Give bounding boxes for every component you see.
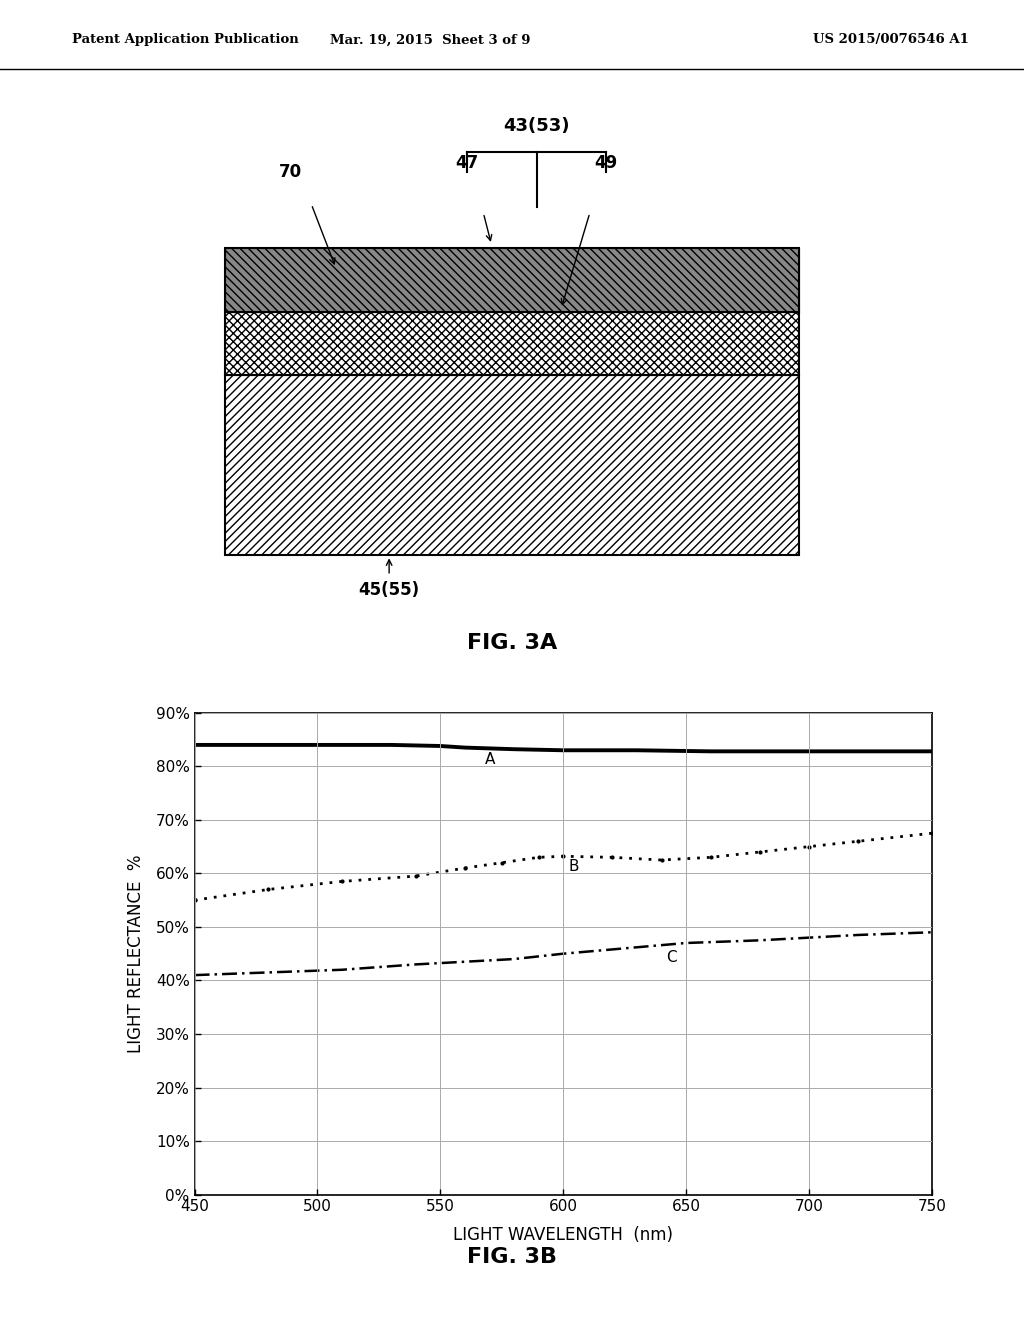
Polygon shape [225,248,799,312]
Text: 49: 49 [595,154,617,173]
Text: 45(55): 45(55) [358,581,420,599]
Text: C: C [667,949,677,965]
Y-axis label: LIGHT REFLECTANCE  %: LIGHT REFLECTANCE % [127,854,144,1053]
Polygon shape [225,375,799,556]
Text: FIG. 3B: FIG. 3B [467,1246,557,1267]
Text: 43(53): 43(53) [504,116,569,135]
Polygon shape [225,312,799,375]
Text: B: B [568,859,579,874]
Text: FIG. 3A: FIG. 3A [467,632,557,652]
Text: 70: 70 [280,164,302,181]
X-axis label: LIGHT WAVELENGTH  (nm): LIGHT WAVELENGTH (nm) [454,1225,673,1243]
Text: US 2015/0076546 A1: US 2015/0076546 A1 [813,33,969,46]
Text: Mar. 19, 2015  Sheet 3 of 9: Mar. 19, 2015 Sheet 3 of 9 [330,33,530,46]
Text: Patent Application Publication: Patent Application Publication [72,33,298,46]
Text: A: A [484,751,495,767]
Text: 47: 47 [456,154,478,173]
